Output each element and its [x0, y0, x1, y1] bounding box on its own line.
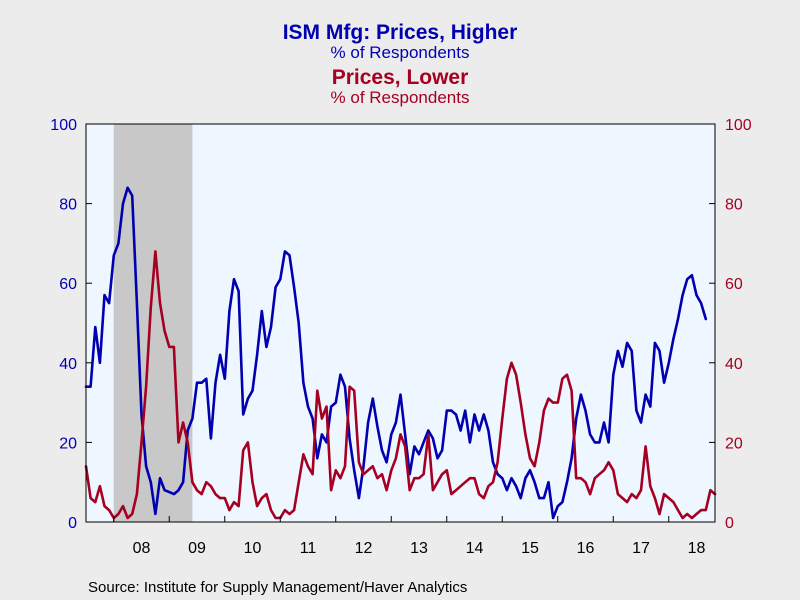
x-tick-label: 10 — [244, 540, 262, 557]
left-y-tick-label: 40 — [59, 356, 77, 373]
x-tick-label: 17 — [632, 540, 650, 557]
x-tick-label: 09 — [188, 540, 206, 557]
right-y-tick-label: 100 — [725, 117, 752, 134]
series-line-prices-higher — [84, 186, 708, 520]
x-tick-label: 13 — [410, 540, 428, 557]
plot-area — [84, 123, 717, 523]
left-y-tick-label: 20 — [59, 435, 77, 452]
series-line-prices-lower — [84, 250, 717, 520]
plot-border — [85, 123, 716, 523]
right-y-tick-label: 40 — [725, 356, 743, 373]
right-y-tick-label: 60 — [725, 276, 743, 293]
chart-title: ISM Mfg: Prices, Higher — [283, 21, 518, 44]
recession-shading — [113, 124, 193, 522]
x-tick-label: 08 — [133, 540, 151, 557]
right-y-tick-label: 80 — [725, 197, 743, 214]
right-y-tick-label: 20 — [725, 435, 743, 452]
source-note: Source: Institute for Supply Management/… — [88, 579, 467, 596]
x-tick-label: 18 — [688, 540, 706, 557]
left-y-tick-label: 0 — [68, 515, 77, 532]
x-tick-label: 15 — [521, 540, 539, 557]
chart-title-unit: % of Respondents — [331, 43, 470, 62]
left-y-tick-label: 100 — [50, 117, 77, 134]
series-layer — [84, 186, 717, 520]
chart-subtitle-unit: % of Respondents — [331, 88, 470, 107]
x-tick-label: 16 — [577, 540, 595, 557]
chart-subtitle: Prices, Lower — [332, 66, 469, 89]
x-tick-label: 12 — [355, 540, 373, 557]
axes: 0 0 20 20 40 40 60 60 80 80 100 100 08 09 10 11 12 13 14 15… — [50, 117, 752, 557]
right-y-tick-label: 0 — [725, 515, 734, 532]
left-y-tick-label: 80 — [59, 197, 77, 214]
x-tick-label: 11 — [300, 540, 317, 557]
left-y-tick-label: 60 — [59, 276, 77, 293]
x-tick-label: 14 — [466, 540, 484, 557]
